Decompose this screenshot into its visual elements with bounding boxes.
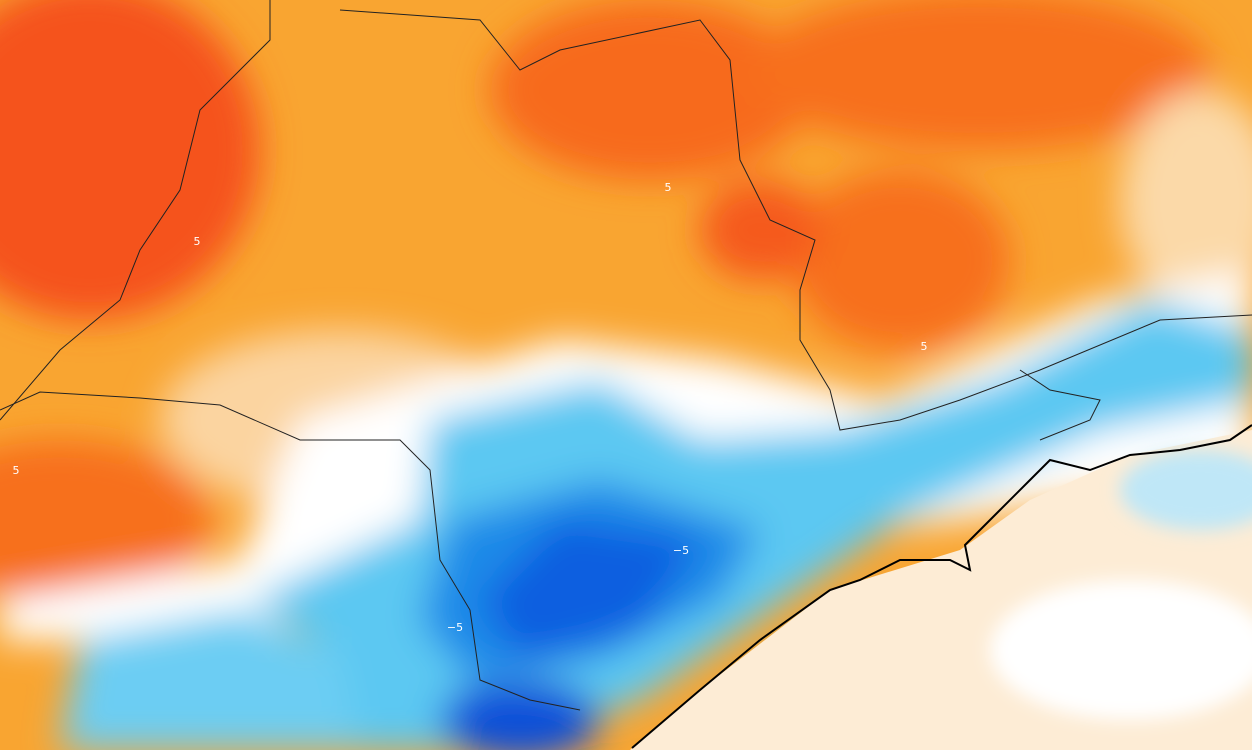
contour-label: 5 [13, 464, 20, 477]
contour-label: −5 [447, 621, 463, 634]
contour-label: 5 [665, 181, 672, 194]
contour-label: 5 [194, 235, 201, 248]
contour-label: −5 [673, 544, 689, 557]
coastline [631, 424, 1252, 749]
borders [0, 0, 1252, 711]
contour-labels: 5 5 5 5 −5 −5 [13, 181, 928, 634]
contour-label: 5 [921, 340, 928, 353]
